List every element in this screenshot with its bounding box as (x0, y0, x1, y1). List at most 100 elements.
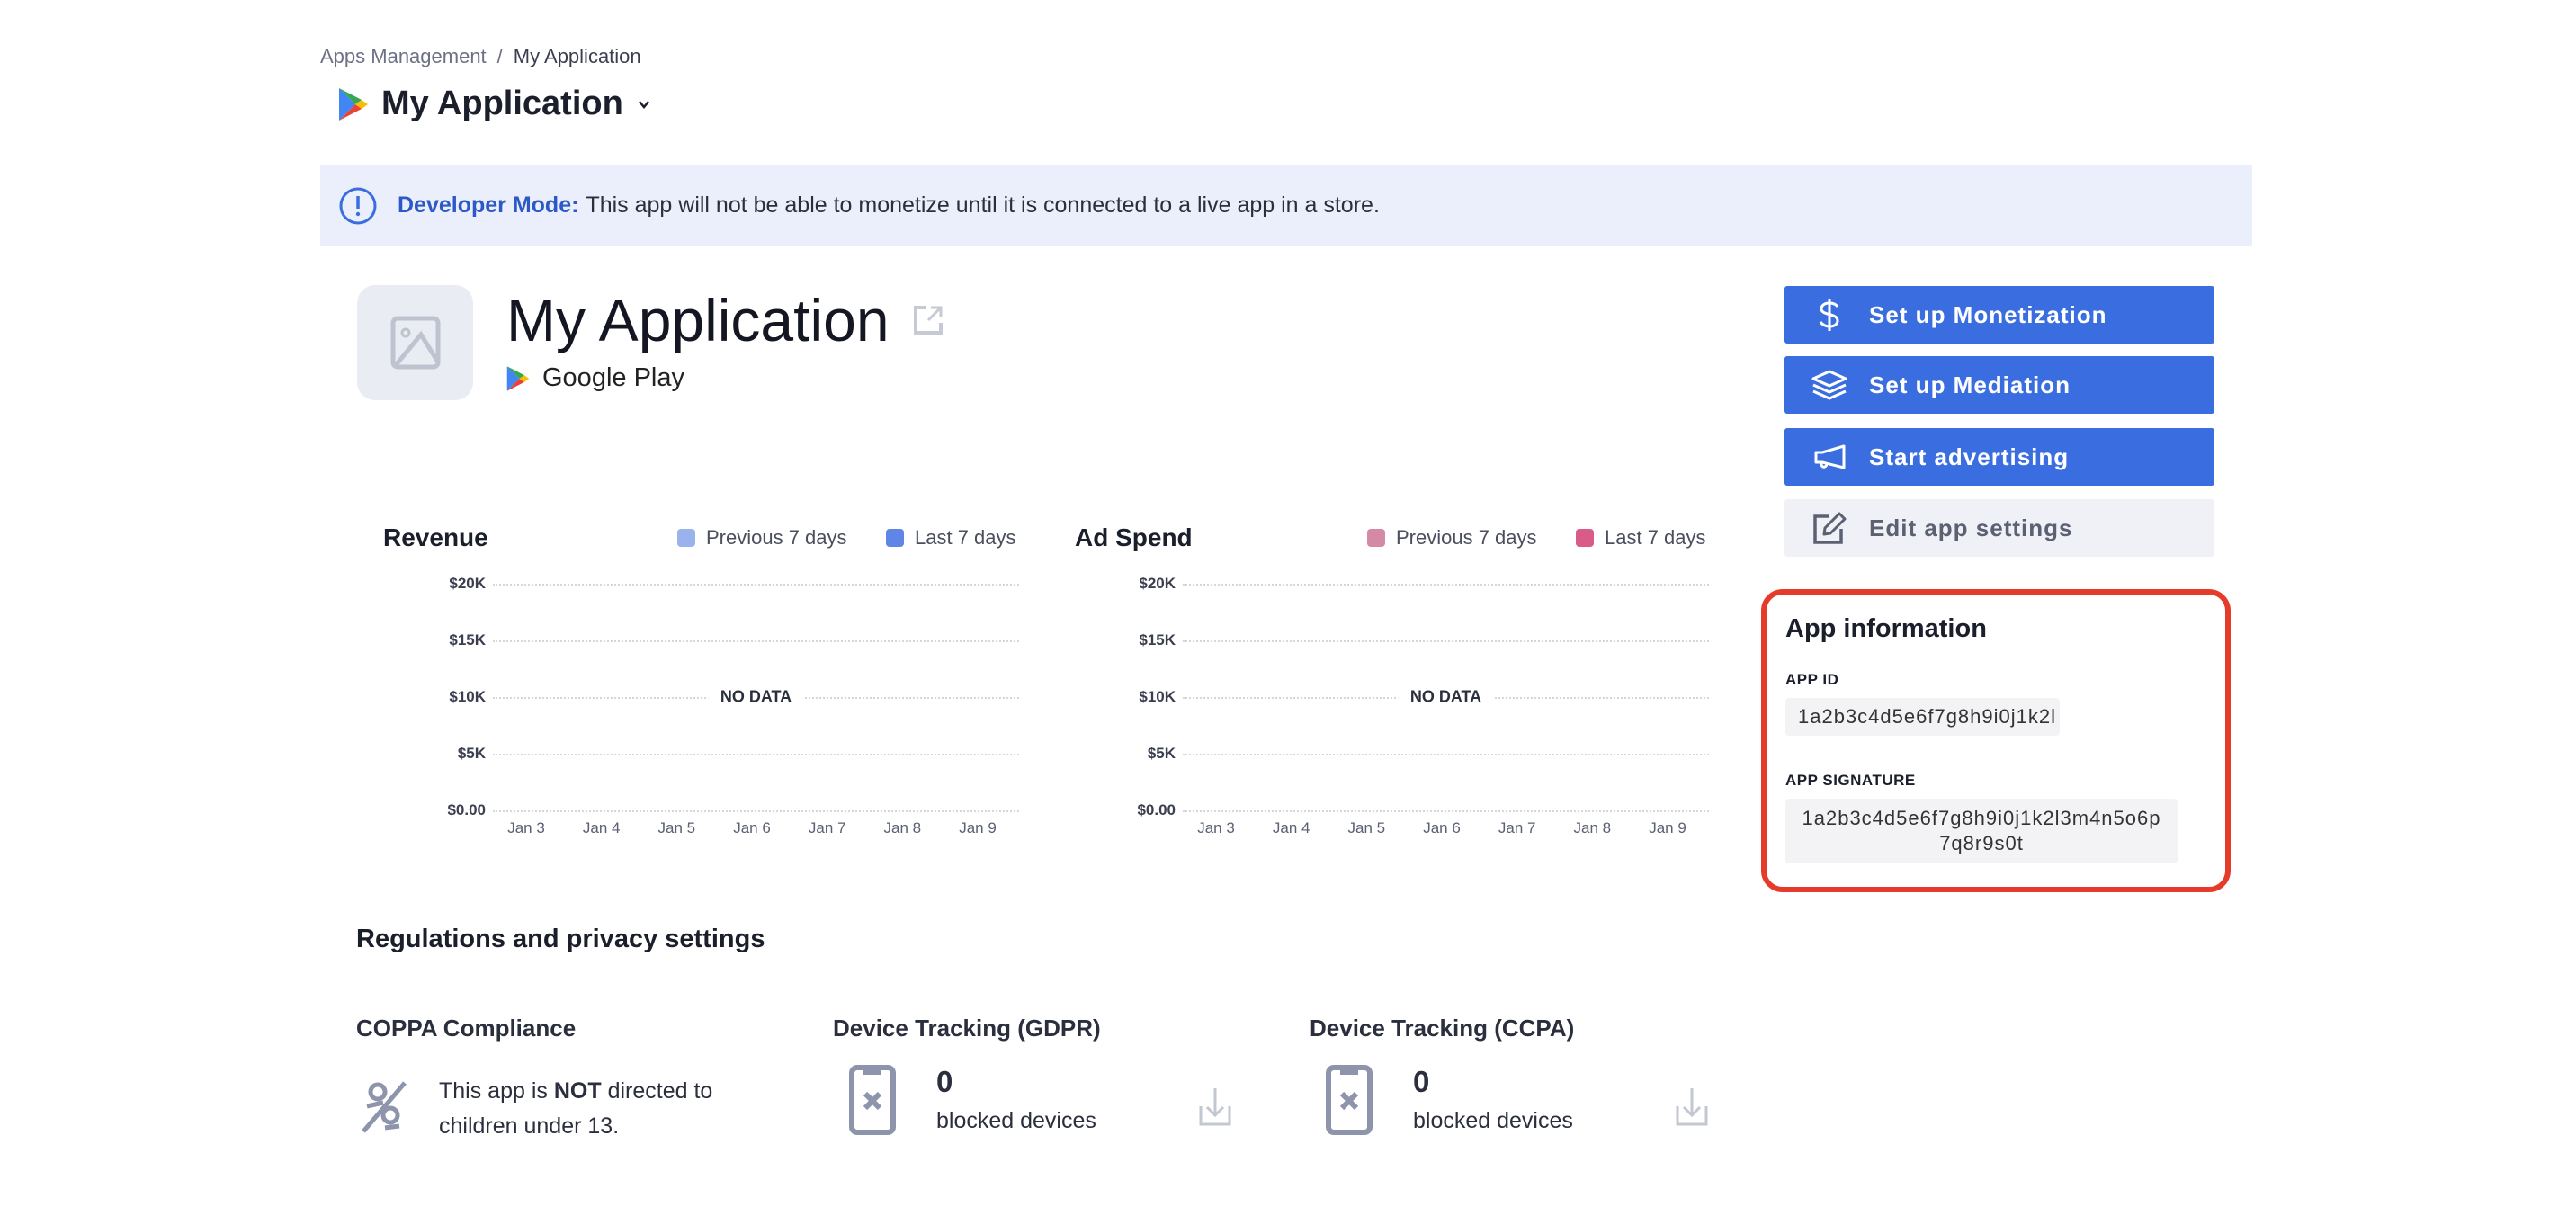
legend-label: Previous 7 days (706, 526, 847, 549)
app-signature-value[interactable]: 1a2b3c4d5e6f7g8h9i0j1k2l3m4n5o6p7q8r9s0t (1785, 799, 2178, 863)
coppa-text: directed to (601, 1078, 713, 1104)
gdpr-blocked-count: 0 (936, 1065, 953, 1098)
legend-label: Last 7 days (915, 526, 1016, 549)
app-information-title: App information (1785, 614, 1987, 643)
gridline (1183, 640, 1709, 642)
store-label: Google Play (506, 363, 684, 393)
ccpa-blocked-label: blocked devices (1413, 1108, 1573, 1133)
chart-title: Ad Spend (1075, 523, 1193, 551)
start-advertising-button[interactable]: Start advertising (1784, 428, 2214, 486)
gridline (1183, 754, 1709, 755)
setup-mediation-button[interactable]: Set up Mediation (1784, 356, 2214, 414)
x-tick-label: Jan 3 (1197, 819, 1235, 836)
app-name-heading: My Application (506, 286, 945, 354)
app-selector[interactable]: My Application (338, 85, 652, 123)
x-tick-label: Jan 7 (808, 819, 846, 836)
regulations-title: Regulations and privacy settings (356, 925, 765, 953)
gridline (1183, 584, 1709, 586)
setup-monetization-button[interactable]: Set up Monetization (1784, 286, 2214, 344)
button-label: Edit app settings (1869, 514, 2073, 541)
app-id-label: APP ID (1785, 671, 1839, 688)
x-tick-label: Jan 9 (1649, 819, 1686, 836)
legend-item[interactable]: Last 7 days (1576, 526, 1706, 550)
legend-swatch (1367, 529, 1385, 547)
x-tick-label: Jan 6 (733, 819, 771, 836)
y-tick-label: $15K (449, 631, 486, 648)
gdpr-title: Device Tracking (GDPR) (833, 1015, 1101, 1042)
google-play-icon (506, 365, 530, 391)
developer-mode-banner: Developer Mode: This app will not be able… (320, 165, 2252, 246)
x-tick-label: Jan 4 (582, 819, 621, 836)
ccpa-blocked-count: 0 (1413, 1065, 1430, 1098)
no-data-label: NO DATA (707, 687, 805, 707)
x-tick-label: Jan 8 (883, 819, 922, 836)
download-icon[interactable] (1675, 1086, 1709, 1128)
y-tick-label: $0.00 (1137, 801, 1176, 818)
button-label: Start advertising (1869, 443, 2070, 470)
gdpr-blocked-label: blocked devices (936, 1108, 1096, 1133)
google-play-icon (339, 87, 368, 121)
legend-item[interactable]: Last 7 days (886, 526, 1016, 550)
gridline (493, 584, 1019, 586)
legend-swatch (886, 529, 904, 547)
y-tick-label: $5K (1147, 745, 1176, 762)
legend-label: Previous 7 days (1396, 526, 1537, 549)
y-tick-label: $15K (1139, 631, 1176, 648)
blocked-phone-icon (1326, 1065, 1373, 1135)
chevron-down-icon[interactable] (636, 96, 652, 112)
app-id-value[interactable]: 1a2b3c4d5e6f7g8h9i0j1k2l (1785, 698, 2060, 736)
legend-item[interactable]: Previous 7 days (1367, 526, 1537, 550)
x-tick-label: Jan 7 (1498, 819, 1536, 836)
blocked-phone-icon (849, 1065, 896, 1135)
coppa-text: This app is (439, 1078, 554, 1104)
edit-icon (1813, 512, 1847, 544)
coppa-statement: This app is NOT directed to children und… (439, 1074, 712, 1144)
gridline (493, 640, 1019, 642)
ccpa-title: Device Tracking (CCPA) (1310, 1015, 1575, 1042)
x-tick-label: Jan 3 (507, 819, 545, 836)
image-icon (390, 316, 440, 370)
banner-label: Developer Mode: (398, 192, 579, 218)
megaphone-icon (1814, 444, 1846, 469)
chart-title: Revenue (383, 523, 488, 551)
y-tick-label: $0.00 (447, 801, 486, 818)
legend-swatch (677, 529, 695, 547)
button-label: Set up Mediation (1869, 371, 2071, 398)
breadcrumb-separator: / (496, 45, 503, 67)
info-alert-icon (339, 187, 377, 224)
y-tick-label: $10K (449, 688, 486, 705)
x-tick-label: Jan 4 (1272, 819, 1310, 836)
y-tick-label: $5K (457, 745, 486, 762)
x-tick-label: Jan 6 (1423, 819, 1461, 836)
coppa-text: children under 13. (439, 1113, 620, 1139)
app-name: My Application (506, 287, 890, 353)
banner-message: This app will not be able to monetize un… (586, 192, 1380, 218)
breadcrumb: Apps Management / My Application (320, 45, 641, 68)
x-tick-label: Jan 9 (959, 819, 997, 836)
legend-item[interactable]: Previous 7 days (677, 526, 847, 550)
download-icon[interactable] (1198, 1086, 1232, 1128)
external-link-icon[interactable] (911, 303, 945, 337)
coppa-not-children-icon (362, 1081, 407, 1133)
legend-label: Last 7 days (1605, 526, 1706, 549)
breadcrumb-apps-management[interactable]: Apps Management (320, 45, 487, 67)
y-tick-label: $20K (449, 575, 486, 592)
no-data-label: NO DATA (1397, 687, 1495, 707)
edit-app-settings-button[interactable]: Edit app settings (1784, 499, 2214, 557)
legend-swatch (1576, 529, 1594, 547)
app-icon-placeholder (357, 285, 473, 400)
app-signature-label: APP SIGNATURE (1785, 772, 1916, 789)
x-tick-label: Jan 5 (1347, 819, 1386, 836)
page-title: My Application (381, 85, 623, 122)
app-information-panel: App information APP ID 1a2b3c4d5e6f7g8h9… (1761, 589, 2231, 892)
layers-icon (1811, 370, 1847, 400)
button-label: Set up Monetization (1869, 300, 2107, 328)
gridline (493, 810, 1019, 812)
coppa-title: COPPA Compliance (356, 1015, 577, 1042)
y-tick-label: $20K (1139, 575, 1176, 592)
coppa-text-bold: NOT (553, 1078, 602, 1104)
breadcrumb-current: My Application (513, 45, 641, 67)
x-tick-label: Jan 8 (1573, 819, 1612, 836)
y-tick-label: $10K (1139, 688, 1176, 705)
gridline (1183, 810, 1709, 812)
